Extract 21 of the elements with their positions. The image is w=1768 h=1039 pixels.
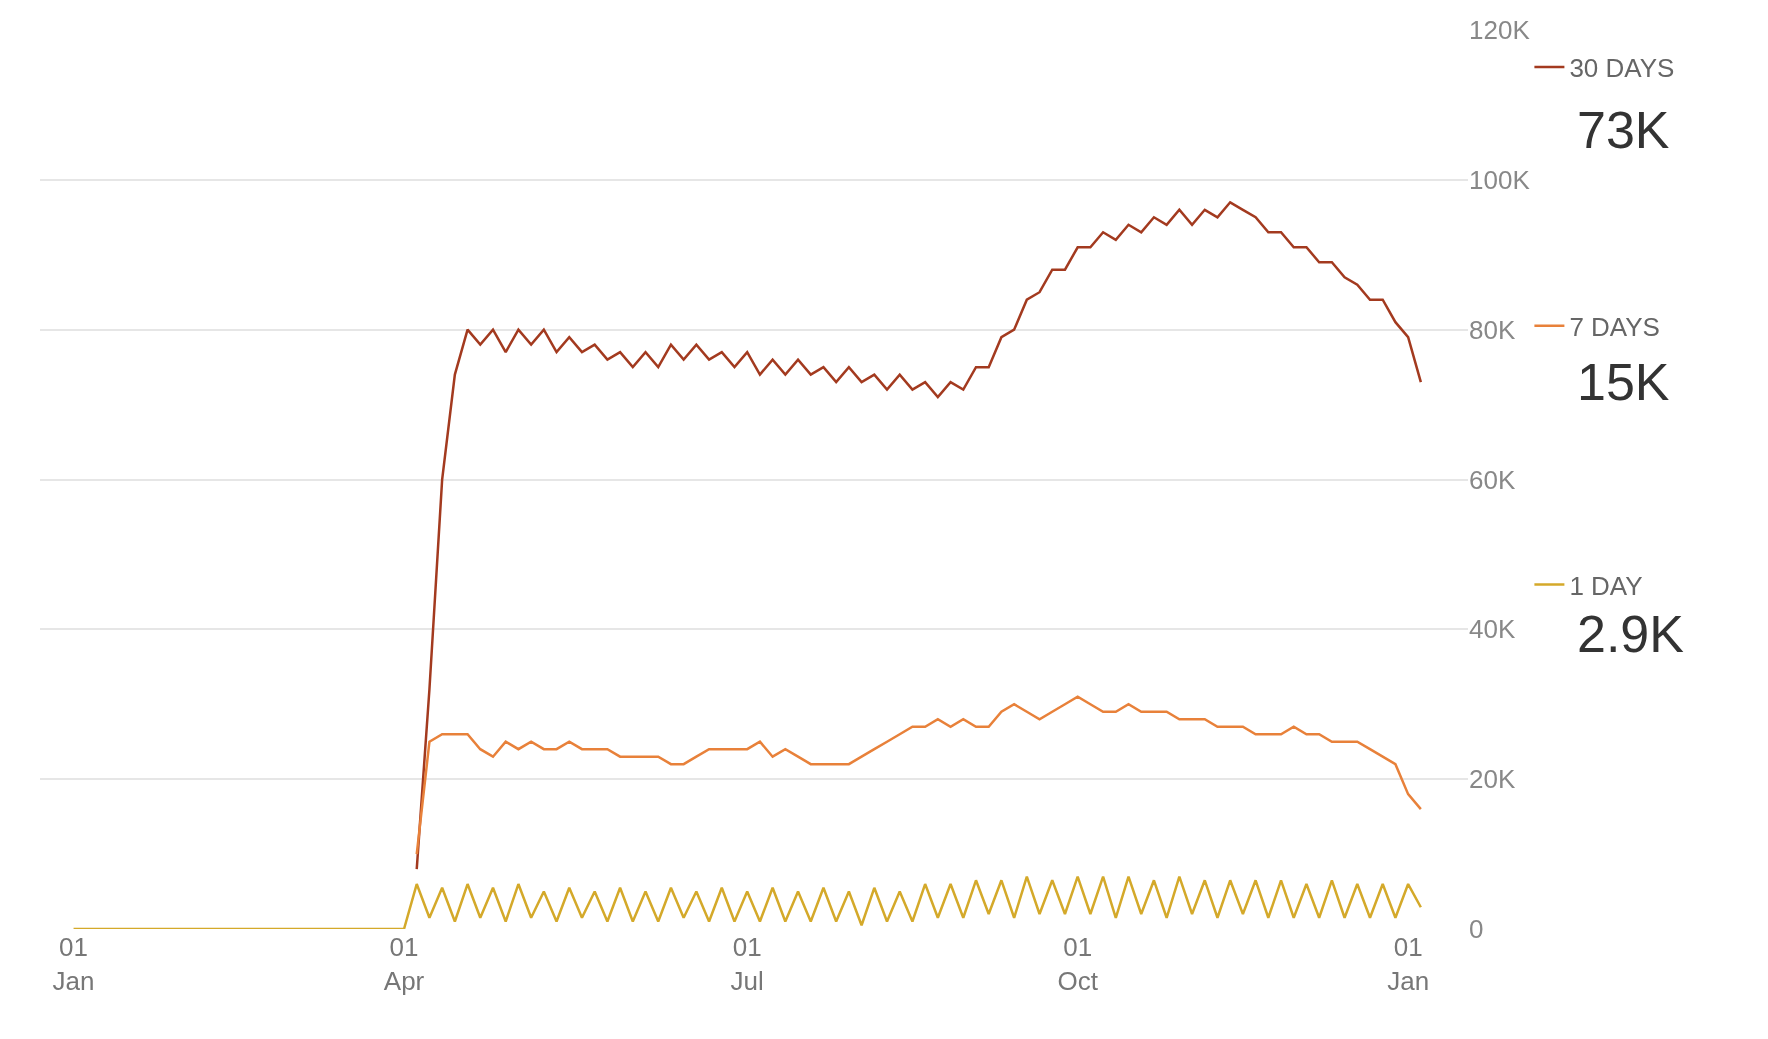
legend-label: 1 DAY [1569, 570, 1643, 601]
x-tick-label: 01 Jan [52, 932, 95, 996]
line-series [72, 875, 1423, 929]
y-tick-label: 20K [1469, 764, 1516, 795]
y-tick-label: 80K [1469, 314, 1516, 345]
legend-label: 7 DAYS [1569, 311, 1660, 342]
text: 15K [1577, 353, 1670, 411]
y-tick-label: 60K [1469, 464, 1516, 495]
y-tick-label: 120K [1469, 15, 1531, 46]
text: 2.9K [1577, 605, 1685, 663]
legend-label: 30 DAYS [1569, 53, 1675, 84]
text: 73K [1577, 101, 1670, 159]
y-tick-label: 40K [1469, 614, 1516, 645]
x-tick-label: 01 Jul [730, 932, 764, 996]
x-tick-label: 01 Oct [1057, 932, 1099, 996]
x-tick-label: 01 Jan [1387, 932, 1430, 996]
y-tick-label: 0 [1469, 914, 1484, 945]
y-tick-label: 100K [1469, 164, 1531, 195]
x-tick-label: 01 Apr [383, 932, 425, 996]
line-series [415, 201, 1423, 871]
line-series [415, 695, 1423, 856]
